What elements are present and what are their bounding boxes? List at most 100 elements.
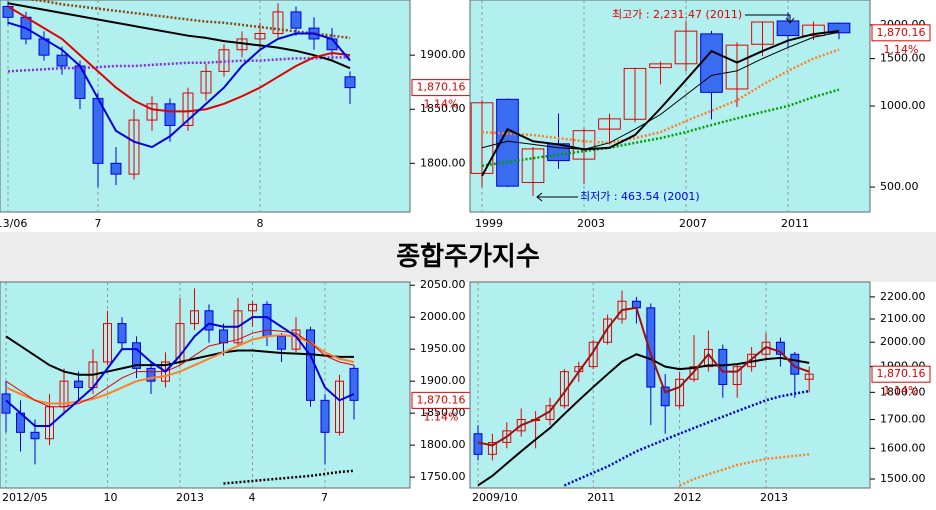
price-label-box — [871, 24, 931, 42]
moving-average-line — [481, 31, 840, 150]
candle-body — [623, 67, 647, 120]
moving-average-line — [7, 56, 350, 73]
candle-body — [649, 63, 672, 69]
candle-body — [675, 378, 685, 407]
candle-body — [572, 130, 596, 160]
candle-body — [110, 162, 122, 175]
x-tick-label: 2011 — [781, 217, 809, 230]
y-tick-label: 1850.00 — [420, 102, 466, 115]
candle-body — [30, 431, 40, 440]
y-tick-label: 1800.00 — [420, 438, 466, 451]
candle-body — [502, 430, 512, 443]
candle-body — [56, 54, 68, 67]
change-label: 1.14% — [424, 410, 459, 423]
candle-body — [598, 118, 621, 130]
candle-body — [335, 380, 344, 433]
x-tick-label: 2013 — [176, 491, 204, 504]
candle-body — [700, 33, 723, 93]
price-label: 1,870.16 — [877, 367, 926, 380]
price-label: 1,870.16 — [417, 393, 466, 406]
annotation-low: 최저가 : 463.54 (2001) — [580, 190, 700, 203]
plot-area — [469, 0, 871, 213]
x-tick-label: 7 — [95, 217, 102, 230]
marks — [473, 290, 814, 487]
candle-body — [146, 103, 158, 121]
candle-body — [827, 22, 851, 34]
candle-body — [804, 373, 814, 380]
x-tick-label: 4 — [249, 491, 256, 504]
annotation-arrow — [745, 14, 795, 24]
candle-body — [320, 399, 330, 433]
x-tick-label: 2007 — [679, 217, 707, 230]
change-label: 1.14% — [884, 384, 919, 397]
candle-body — [516, 419, 526, 432]
y-tick-label: 1750.00 — [420, 470, 466, 483]
moving-average-line — [481, 48, 840, 145]
candle-body — [775, 341, 785, 355]
y-tick-label: 1500.00 — [880, 472, 926, 485]
x-tick-label: 2012/05 — [2, 491, 48, 504]
candle-body — [470, 102, 494, 174]
candle-body — [732, 366, 742, 385]
x-tick-label: 2003 — [577, 217, 605, 230]
moving-average-line — [5, 316, 355, 427]
marks — [1, 288, 359, 485]
candle-body — [344, 76, 356, 89]
y-tick-label: 2000.00 — [420, 310, 466, 323]
candle-body — [588, 341, 598, 368]
candle-body — [204, 310, 214, 331]
candle-body — [776, 20, 800, 37]
candle-body — [277, 335, 286, 350]
candle-body — [200, 70, 212, 94]
candle-body — [646, 307, 656, 388]
plot-area — [469, 281, 871, 489]
candle-body — [674, 30, 698, 65]
y-tick-label: 1900.00 — [420, 48, 466, 61]
price-label: 1,870.16 — [877, 26, 926, 39]
annotation-high: 최고가 : 2,231.47 (2011) — [612, 8, 742, 21]
candle-body — [559, 371, 569, 407]
y-tick-label: 1800.00 — [420, 156, 466, 169]
moving-average-line — [481, 29, 840, 177]
candle-body — [751, 21, 774, 45]
candle-body — [291, 329, 301, 350]
candle-body — [603, 318, 613, 343]
y-tick-label: 1850.00 — [420, 406, 466, 419]
x-tick-label: 1999 — [475, 217, 503, 230]
candle-body — [689, 366, 699, 380]
candle-body — [290, 11, 302, 29]
moving-average-line — [481, 88, 840, 167]
y-tick-label: 1000.00 — [880, 99, 926, 112]
y-tick-label: 500.00 — [880, 180, 919, 193]
moving-average-line — [477, 353, 810, 487]
candle-body — [254, 33, 266, 40]
candle-body — [802, 24, 825, 37]
moving-average-line — [5, 335, 354, 376]
y-tick-label: 1950.00 — [420, 342, 466, 355]
candle-body — [790, 353, 800, 375]
y-tick-label: 1900.00 — [420, 374, 466, 387]
moving-average-line — [477, 306, 810, 447]
candle-body — [103, 323, 112, 363]
y-tick-label: 1800.00 — [880, 385, 926, 398]
candle-body — [262, 303, 272, 337]
y-tick-label: 2050.00 — [420, 278, 466, 291]
x-tick-label: 013/06 — [0, 217, 27, 230]
page-title: 종합주가지수 — [396, 242, 540, 272]
candle-body — [92, 97, 104, 164]
price-label: 1,870.16 — [417, 81, 466, 94]
x-tick-label: 10 — [104, 491, 118, 504]
candle-body — [349, 367, 359, 401]
candle-body — [164, 103, 176, 126]
y-tick-label: 1500.00 — [880, 52, 926, 65]
moving-average-line — [7, 21, 351, 149]
marks — [2, 0, 356, 188]
x-tick-label: 2011 — [587, 491, 615, 504]
candle-body — [128, 119, 140, 175]
moving-average-line — [24, 0, 351, 40]
moving-average-line — [7, 5, 351, 113]
title-band — [0, 232, 936, 282]
moving-average-line — [679, 453, 810, 487]
y-tick-label: 1600.00 — [880, 441, 926, 454]
